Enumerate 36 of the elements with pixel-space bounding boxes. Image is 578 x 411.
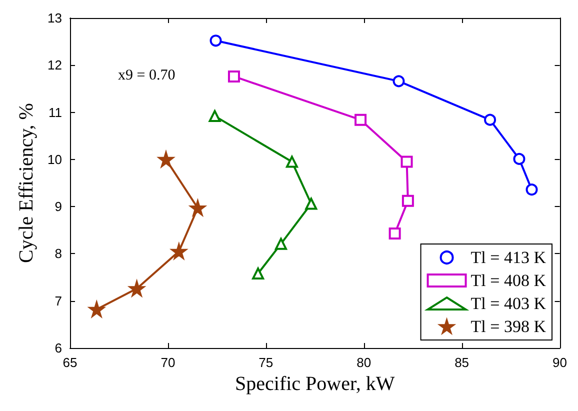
x-axis-title: Specific Power, kW xyxy=(235,372,395,395)
legend-label: Tl = 398 K xyxy=(470,317,547,336)
point xyxy=(208,110,221,122)
annotation: x9 = 0.70 xyxy=(118,68,176,84)
x-tick-label: 70 xyxy=(160,355,176,370)
point xyxy=(252,268,264,280)
point xyxy=(484,114,496,126)
x-tick-label: 90 xyxy=(552,355,568,370)
y-tick-label: 12 xyxy=(48,58,62,73)
point xyxy=(286,156,298,168)
point xyxy=(513,152,526,165)
point xyxy=(388,227,401,240)
point xyxy=(402,194,414,207)
legend-label: Tl = 403 K xyxy=(470,294,547,313)
point xyxy=(400,156,413,168)
point xyxy=(526,184,538,196)
x-tick-label: 85 xyxy=(454,355,470,370)
y-axis-title: Cycle Efficiency, % xyxy=(16,103,38,263)
legend-label: Tl = 408 K xyxy=(470,271,547,290)
point xyxy=(210,34,222,47)
point xyxy=(305,198,318,210)
point xyxy=(354,114,367,126)
y-tick-label: 13 xyxy=(48,10,62,26)
point xyxy=(392,75,405,88)
y-tick-label: 6 xyxy=(54,340,62,356)
x-tick-label: 75 xyxy=(258,355,274,370)
x-tick-label: 80 xyxy=(356,355,372,370)
y-tick-label: 9 xyxy=(54,199,62,214)
x-tick-label: 65 xyxy=(62,355,78,370)
point xyxy=(228,70,240,82)
point xyxy=(274,238,287,250)
y-tick-label: 11 xyxy=(48,104,62,120)
y-tick-label: 8 xyxy=(54,246,62,262)
y-tick-label: 7 xyxy=(54,293,62,308)
y-tick-label: 10 xyxy=(48,152,62,167)
legend-label: Tl = 413 K xyxy=(470,248,547,267)
